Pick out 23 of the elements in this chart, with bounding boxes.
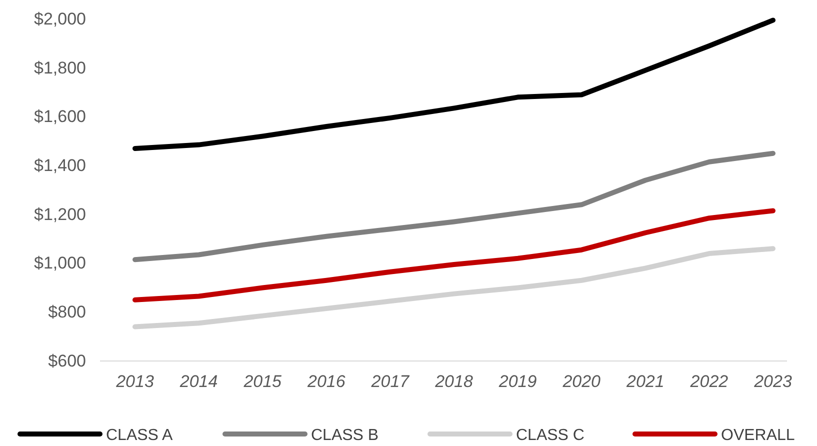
legend-label: CLASS A <box>106 427 174 444</box>
legend-label: OVERALL <box>721 427 795 444</box>
x-tick-label: 2016 <box>306 372 346 392</box>
x-tick-label: 2015 <box>242 372 282 392</box>
y-tick-label: $1,200 <box>34 204 86 224</box>
y-tick-label: $800 <box>48 302 86 322</box>
y-tick-label: $1,600 <box>34 107 86 126</box>
y-tick-label: $1,000 <box>34 254 86 273</box>
x-tick-label: 2023 <box>753 372 792 392</box>
y-tick-label: $2,000 <box>34 9 86 28</box>
y-tick-label: $1,400 <box>34 156 86 176</box>
y-tick-label: $600 <box>48 351 86 370</box>
x-tick-label: 2020 <box>562 372 602 392</box>
x-tick-label: 2017 <box>370 372 410 392</box>
x-tick-label: 2022 <box>689 372 729 392</box>
x-tick-label: 2019 <box>498 372 538 392</box>
legend-label: CLASS B <box>311 427 379 444</box>
x-tick-label: 2013 <box>115 372 154 392</box>
x-tick-label: 2014 <box>178 372 218 392</box>
x-tick-label: 2018 <box>434 372 474 392</box>
y-tick-label: $1,800 <box>34 58 86 78</box>
legend-label: CLASS C <box>516 427 584 444</box>
x-tick-label: 2021 <box>625 372 664 392</box>
